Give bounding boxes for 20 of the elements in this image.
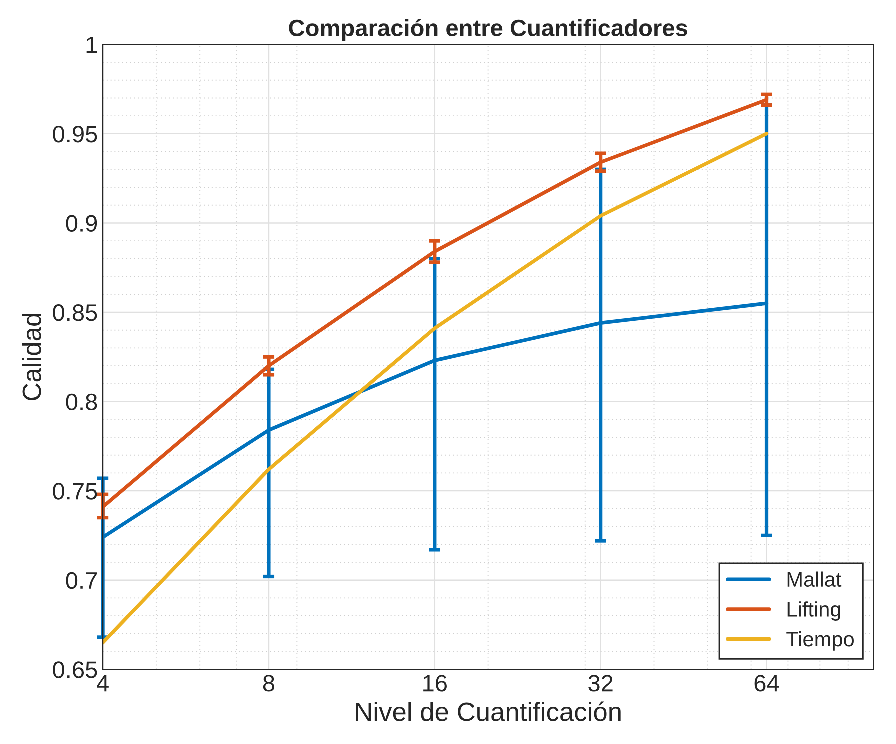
- x-tick-label: 32: [588, 675, 613, 692]
- y-tick-label: 0.85: [53, 304, 98, 322]
- legend-label: Mallat: [788, 572, 842, 588]
- y-tick-label: 0.9: [66, 215, 98, 232]
- legend-label: Lifting: [788, 602, 840, 622]
- x-tick-label: 4: [97, 675, 109, 692]
- line-series: [103, 132, 769, 645]
- x-tick-label: 64: [754, 675, 780, 692]
- y-tick-label: 0.8: [66, 394, 98, 411]
- y-tick-label: 0.75: [53, 483, 98, 500]
- x-tick-label: 16: [424, 675, 447, 692]
- y-tick-label: 0.95: [53, 126, 98, 143]
- y-axis-title: Calidad: [22, 314, 42, 401]
- y-tick-label: 0.7: [66, 572, 97, 590]
- legend-label: Tiempo: [786, 631, 854, 651]
- y-tick-label: 0.65: [53, 662, 98, 678]
- y-tick-label: 1: [86, 36, 98, 54]
- x-tick-label: 8: [263, 675, 275, 692]
- chart-title: Comparación entre Cuantificadores: [289, 18, 688, 42]
- x-axis-title: Nivel de Cuantificación: [356, 702, 621, 722]
